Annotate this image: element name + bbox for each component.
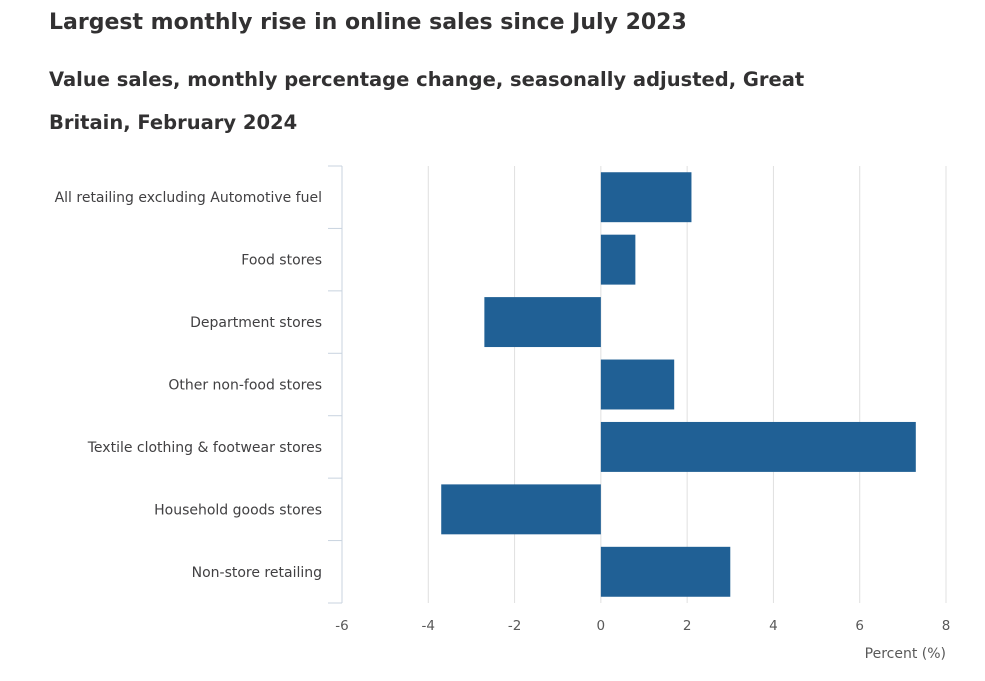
bar (484, 297, 601, 348)
category-label: Department stores (190, 315, 322, 331)
category-labels: All retailing excluding Automotive fuel F… (55, 190, 322, 581)
x-tick-label: -6 (335, 618, 348, 634)
category-label: Other non-food stores (168, 378, 322, 394)
x-tick-label: 2 (683, 618, 692, 634)
x-tick-label: -4 (422, 618, 435, 634)
category-label: Household goods stores (154, 502, 322, 518)
x-tick-label: -2 (508, 618, 521, 634)
category-label: Textile clothing & footwear stores (87, 440, 322, 456)
x-tick-label: 4 (769, 618, 778, 634)
x-axis-tick-labels: -6 -4 -2 0 2 4 6 8 (335, 618, 950, 634)
x-tick-label: 6 (855, 618, 864, 634)
bar (600, 359, 675, 410)
gridlines (427, 166, 947, 603)
bar (600, 546, 731, 597)
y-axis (328, 165, 343, 604)
x-axis-title: Percent (%) (865, 646, 946, 662)
x-tick-label: 8 (942, 618, 951, 634)
chart-title: Largest monthly rise in online sales sin… (49, 10, 687, 35)
chart-subtitle: Value sales, monthly percentage change, … (49, 68, 805, 134)
category-label: Food stores (241, 253, 322, 269)
bar (600, 172, 692, 223)
bar (600, 234, 636, 285)
category-label: Non-store retailing (192, 565, 322, 581)
bar (600, 421, 916, 472)
x-tick-label: 0 (597, 618, 606, 634)
bars (441, 172, 916, 597)
bar (441, 484, 601, 535)
category-label: All retailing excluding Automotive fuel (55, 190, 322, 206)
